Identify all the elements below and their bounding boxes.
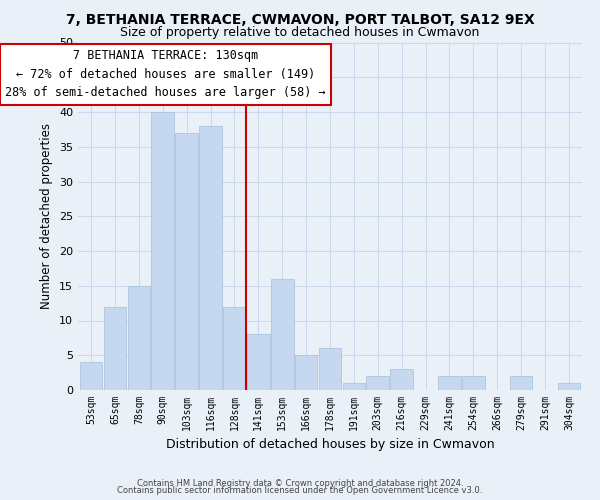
Text: 7 BETHANIA TERRACE: 130sqm
← 72% of detached houses are smaller (149)
28% of sem: 7 BETHANIA TERRACE: 130sqm ← 72% of deta… bbox=[5, 50, 325, 100]
Bar bbox=[271, 279, 293, 390]
Text: Size of property relative to detached houses in Cwmavon: Size of property relative to detached ho… bbox=[121, 26, 479, 39]
Bar bbox=[223, 306, 246, 390]
Bar bbox=[343, 383, 365, 390]
Y-axis label: Number of detached properties: Number of detached properties bbox=[40, 123, 53, 309]
Text: Contains public sector information licensed under the Open Government Licence v3: Contains public sector information licen… bbox=[118, 486, 482, 495]
Bar bbox=[128, 286, 150, 390]
X-axis label: Distribution of detached houses by size in Cwmavon: Distribution of detached houses by size … bbox=[166, 438, 494, 452]
Bar bbox=[199, 126, 222, 390]
Text: 7, BETHANIA TERRACE, CWMAVON, PORT TALBOT, SA12 9EX: 7, BETHANIA TERRACE, CWMAVON, PORT TALBO… bbox=[65, 12, 535, 26]
Bar bbox=[391, 369, 413, 390]
Bar bbox=[557, 383, 580, 390]
Bar bbox=[80, 362, 103, 390]
Bar bbox=[295, 355, 317, 390]
Bar bbox=[510, 376, 532, 390]
Text: Contains HM Land Registry data © Crown copyright and database right 2024.: Contains HM Land Registry data © Crown c… bbox=[137, 478, 463, 488]
Bar bbox=[319, 348, 341, 390]
Bar bbox=[367, 376, 389, 390]
Bar bbox=[104, 306, 127, 390]
Bar bbox=[151, 112, 174, 390]
Bar bbox=[438, 376, 461, 390]
Bar bbox=[462, 376, 485, 390]
Bar bbox=[247, 334, 269, 390]
Bar bbox=[175, 133, 198, 390]
